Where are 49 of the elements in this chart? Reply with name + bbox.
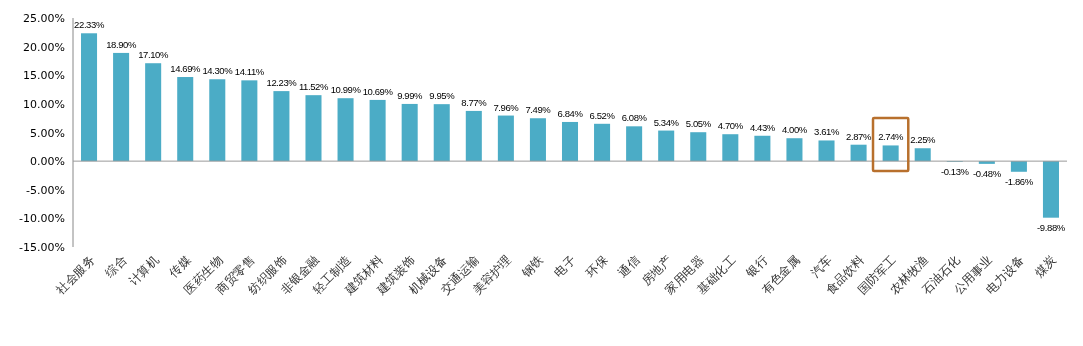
data-label: 6.08% (621, 112, 648, 124)
data-label: 6.84% (557, 107, 584, 119)
y-tick-label: 15.00% (23, 69, 65, 83)
data-label: 14.69% (170, 63, 202, 75)
y-tick-label: 25.00% (23, 12, 65, 25)
data-label: 2.74% (878, 131, 905, 143)
data-label: -9.88% (1037, 221, 1066, 233)
data-label: 9.99% (397, 89, 424, 101)
y-tick-label: 10.00% (23, 97, 65, 111)
data-label: 5.34% (653, 116, 680, 128)
data-label: 18.90% (106, 38, 137, 50)
data-label: 4.43% (749, 121, 776, 133)
data-label: 10.99% (330, 84, 362, 96)
data-label: 8.77% (461, 96, 488, 108)
y-tick-label: -5.00% (26, 183, 65, 197)
data-label: 2.25% (910, 134, 937, 146)
x-tick-label: 综合 (102, 253, 130, 281)
data-label: 7.49% (525, 104, 552, 116)
x-tick-label: 电子 (551, 253, 579, 281)
data-label: 10.69% (362, 85, 394, 97)
x-tick-label: 煤炭 (1032, 253, 1060, 281)
y-tick-label: -15.00% (19, 241, 65, 254)
data-label: 11.52% (298, 81, 329, 93)
y-tick-label: 5.00% (30, 126, 65, 140)
x-tick-label: 通信 (615, 253, 643, 281)
data-label: 4.00% (781, 124, 808, 136)
data-label: 12.23% (266, 77, 298, 89)
x-tick-label: 钢铁 (518, 253, 547, 281)
data-label: 3.61% (814, 126, 840, 138)
x-tick-label: 汽车 (807, 253, 835, 281)
data-label: 14.30% (202, 65, 234, 77)
x-tick-label: 银行 (742, 253, 771, 281)
y-tick-label: -10.00% (19, 212, 65, 226)
data-label: 17.10% (138, 49, 170, 61)
data-label: 7.96% (493, 101, 520, 113)
data-label: 9.95% (429, 90, 456, 102)
data-label: -1.86% (1005, 175, 1034, 187)
x-tick-label: 环保 (583, 253, 611, 281)
data-label: 5.05% (685, 118, 712, 130)
y-tick-label: 0.00% (30, 155, 65, 169)
data-label: -0.13% (940, 165, 970, 177)
data-label: 2.87% (846, 130, 872, 142)
data-label: 22.33% (74, 19, 105, 31)
data-label: 6.52% (589, 109, 616, 121)
data-label: 14.11% (234, 66, 265, 78)
data-label: -0.48% (972, 167, 1002, 179)
data-label: 4.70% (717, 120, 744, 132)
y-tick-label: 20.00% (23, 40, 65, 54)
x-tick-label: 社会服务 (53, 253, 98, 298)
